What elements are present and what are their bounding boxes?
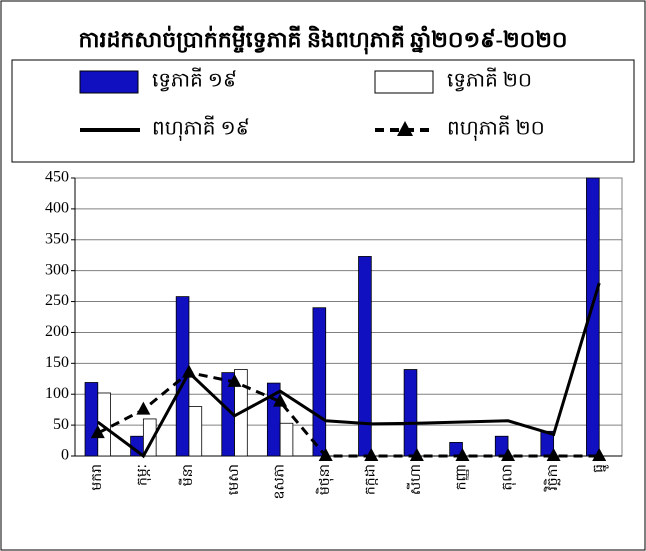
marker <box>90 425 105 439</box>
marker <box>455 448 470 461</box>
marker <box>409 448 424 461</box>
bar <box>312 307 327 457</box>
marker <box>181 364 196 378</box>
x-tick-label: មីនា <box>178 464 196 486</box>
marker <box>592 448 607 461</box>
legend-label: ពហុភាគី ២០ <box>447 115 545 142</box>
marker <box>136 401 151 415</box>
bar <box>188 406 203 457</box>
legend-marker <box>397 121 413 136</box>
x-tick-label: ធ្នូ <box>591 464 609 473</box>
x-tick-label: កុម្ភៈ <box>136 464 152 486</box>
bar <box>142 418 157 457</box>
bar <box>84 382 99 457</box>
legend-swatch <box>374 70 434 94</box>
y-tick-label: 200 <box>45 323 69 340</box>
line <box>96 282 601 459</box>
legend-label: ពហុភាគី ១៩ <box>152 115 250 142</box>
line <box>97 370 600 458</box>
bar <box>97 392 111 457</box>
legend-label: ទ្វេភាគី ២០ <box>447 67 532 92</box>
y-tick-label: 450 <box>45 169 69 186</box>
y-tick-label: 300 <box>45 261 69 278</box>
x-tick-label: កក្កដា <box>364 464 379 495</box>
marker <box>546 448 561 461</box>
marker <box>364 448 379 461</box>
marker <box>273 393 288 407</box>
marker <box>318 448 333 461</box>
x-tick-label: សីហា <box>406 464 424 495</box>
legend-swatch <box>79 70 139 94</box>
y-tick-label: 150 <box>45 354 69 371</box>
y-tick-label: 350 <box>45 230 69 247</box>
y-tick-label: 50 <box>53 416 69 433</box>
marker <box>227 373 242 387</box>
y-tick-label: 100 <box>45 385 69 402</box>
x-tick-label: មេសា <box>227 464 242 495</box>
x-tick-label: មិថុនា <box>315 464 334 495</box>
plot-area <box>74 177 623 457</box>
y-tick-label: 0 <box>61 447 69 464</box>
chart-title: ការដកសាច់ប្រាក់កម្ចីទ្វេភាគី និងពហុភាគី … <box>79 25 568 55</box>
legend-label: ទ្វេភាគី ១៩ <box>152 67 237 92</box>
bar <box>358 256 372 457</box>
x-tick-label: កញ្ញា <box>455 464 470 490</box>
bar <box>279 422 294 457</box>
y-tick-label: 400 <box>45 200 69 217</box>
x-tick-label: តុលា <box>500 464 516 491</box>
bar <box>403 369 418 457</box>
marker <box>501 448 516 461</box>
x-tick-label: វិច្ឆិកា <box>543 464 561 492</box>
x-tick-label: មករា <box>90 464 105 491</box>
x-tick-label: ឧសភា <box>272 464 287 500</box>
y-tick-label: 250 <box>45 292 69 309</box>
